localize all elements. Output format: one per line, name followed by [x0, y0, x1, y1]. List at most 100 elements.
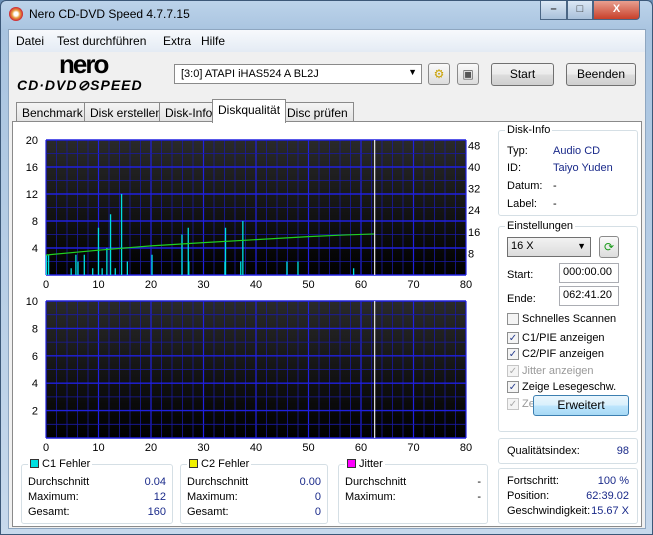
- y-tick-label: 20: [26, 135, 38, 147]
- checkbox-3: ✓ Jitter anzeigen: [507, 364, 594, 377]
- menu-hilfe[interactable]: Hilfe: [201, 34, 226, 48]
- c2-max: 0: [314, 491, 321, 503]
- checkbox-box[interactable]: ✓: [507, 364, 519, 377]
- start-button[interactable]: Start: [491, 63, 554, 86]
- checkbox-box[interactable]: [507, 313, 519, 325]
- x-tick-label: 60: [355, 279, 367, 291]
- speed-select[interactable]: 16 X ▼: [507, 237, 591, 257]
- disk-info-title: Disk-Info: [505, 124, 553, 136]
- start-label: Start:: [507, 269, 534, 281]
- start-input[interactable]: 000:00.00: [559, 263, 619, 283]
- checkbox-label: Zeige Lesegeschw.: [522, 381, 617, 393]
- speed-readout: 15.67 X: [591, 505, 629, 517]
- tab-disc-pruefen[interactable]: Disc prüfen: [281, 102, 354, 122]
- speed-label: Geschwindigkeit:: [507, 505, 591, 517]
- x-tick-label: 40: [250, 442, 262, 454]
- y2-tick-label: 16: [468, 227, 480, 239]
- label-label: Label:: [507, 198, 537, 210]
- x-tick-label: 30: [197, 442, 209, 454]
- x-tick-label: 30: [197, 279, 209, 291]
- x-tick-label: 50: [302, 279, 314, 291]
- refresh-icon: ⟳: [603, 240, 615, 254]
- c2-avg: 0.00: [299, 476, 321, 488]
- checkbox-4[interactable]: ✓ Zeige Lesegeschw.: [507, 381, 616, 393]
- checkbox-box[interactable]: ✓: [507, 397, 519, 410]
- checkbox-label: C1/PIE anzeigen: [522, 331, 605, 344]
- checkbox-box[interactable]: ✓: [507, 381, 519, 393]
- minimize-button[interactable]: –: [540, 1, 567, 20]
- end-label: Ende:: [507, 293, 536, 305]
- advanced-button[interactable]: Erweitert: [533, 395, 629, 416]
- save-button[interactable]: ▣: [457, 63, 479, 85]
- chevron-down-icon: ▼: [577, 241, 586, 251]
- close-button[interactable]: X: [593, 1, 640, 20]
- jitter-swatch: [347, 459, 356, 468]
- c2-group: C2 Fehler Durchschnitt 0.00 Maximum: 0 G…: [180, 458, 328, 524]
- quality-label: Qualitätsindex:: [507, 445, 580, 457]
- c1-swatch: [30, 459, 39, 468]
- refresh-speed-button[interactable]: ⟳: [599, 236, 619, 258]
- x-tick-label: 0: [43, 442, 49, 454]
- checkbox-label: C2/PIF anzeigen: [522, 348, 604, 360]
- label-value: -: [553, 198, 557, 210]
- id-value: Taiyo Yuden: [553, 162, 613, 174]
- id-label: ID:: [507, 162, 522, 174]
- menu-datei[interactable]: Datei: [16, 34, 45, 48]
- client-area: Datei Test durchführen Extra Hilfe nero …: [8, 29, 646, 529]
- c2-avg-label: Durchschnitt: [187, 476, 249, 488]
- checkbox-label: Schnelles Scannen: [522, 313, 617, 325]
- menu-bar: Datei Test durchführen Extra Hilfe: [9, 30, 645, 52]
- y-tick-label: 12: [26, 189, 38, 201]
- x-tick-label: 10: [92, 442, 104, 454]
- c1-total-label: Gesamt:: [28, 506, 70, 518]
- y-tick-label: 8: [32, 323, 38, 335]
- jitter-avg-label: Durchschnitt: [345, 476, 407, 488]
- x-tick-label: 80: [460, 442, 472, 454]
- c2-total-label: Gesamt:: [187, 506, 229, 518]
- chevron-down-icon: ▼: [408, 67, 417, 77]
- app-icon: [9, 7, 23, 21]
- y2-tick-label: 32: [468, 184, 480, 196]
- c1-avg: 0.04: [144, 476, 166, 488]
- y-tick-label: 2: [32, 406, 38, 418]
- y-tick-label: 10: [26, 296, 38, 308]
- c2-max-label: Maximum:: [187, 491, 238, 503]
- type-label: Typ:: [507, 145, 528, 157]
- checkbox-1[interactable]: ✓ C1/PIE anzeigen: [507, 331, 605, 344]
- cd-dvd-speed-logo: CD·DVD⊘SPEED: [17, 77, 143, 93]
- menu-extra[interactable]: Extra: [163, 34, 192, 48]
- checkbox-box[interactable]: ✓: [507, 331, 519, 344]
- checkbox-0[interactable]: Schnelles Scannen: [507, 313, 616, 325]
- tab-disk-info[interactable]: Disk-Info: [159, 102, 219, 122]
- checkbox-2[interactable]: ✓ C2/PIF anzeigen: [507, 348, 604, 360]
- tab-disk-erstellen[interactable]: Disk erstellen: [84, 102, 169, 122]
- chain-icon: ⚙: [433, 67, 445, 81]
- x-tick-label: 80: [460, 279, 472, 291]
- settings-group: Einstellungen 16 X ▼ ⟳ Start: 000:00.00 E…: [498, 220, 638, 432]
- tab-benchmark[interactable]: Benchmark: [16, 102, 89, 122]
- quit-button[interactable]: Beenden: [566, 63, 636, 86]
- position-value: 62:39.02: [586, 490, 629, 502]
- drive-select[interactable]: [3:0] ATAPI iHAS524 A BL2J ▼: [174, 64, 422, 84]
- y-tick-label: 6: [32, 351, 38, 363]
- y2-tick-label: 8: [468, 248, 474, 260]
- maximize-button[interactable]: □: [567, 1, 593, 20]
- type-value: Audio CD: [553, 145, 601, 157]
- y-tick-label: 8: [32, 216, 38, 228]
- c2-title: C2 Fehler: [201, 458, 250, 470]
- c1-group: C1 Fehler Durchschnitt 0.04 Maximum: 12 …: [21, 458, 173, 524]
- date-label: Datum:: [507, 180, 543, 192]
- position-label: Position:: [507, 490, 550, 502]
- tab-diskqualitaet[interactable]: Diskqualität: [212, 99, 287, 123]
- x-tick-label: 60: [355, 442, 367, 454]
- drive-info-button[interactable]: ⚙: [428, 63, 450, 85]
- window-title: Nero CD-DVD Speed 4.7.7.15: [29, 7, 190, 21]
- quality-group: Qualitätsindex: 98: [498, 438, 638, 464]
- diskqualitaet-panel: 0 10 20 30 40 50 60 70 80 4 8 12 16 20 8 16 24 32 40 48 0 10 2…: [12, 121, 642, 527]
- menu-test[interactable]: Test durchführen: [57, 34, 147, 48]
- end-input[interactable]: 062:41.20: [559, 286, 619, 306]
- checkbox-box[interactable]: ✓: [507, 348, 519, 360]
- y2-tick-label: 48: [468, 140, 480, 152]
- y2-tick-label: 40: [468, 162, 480, 174]
